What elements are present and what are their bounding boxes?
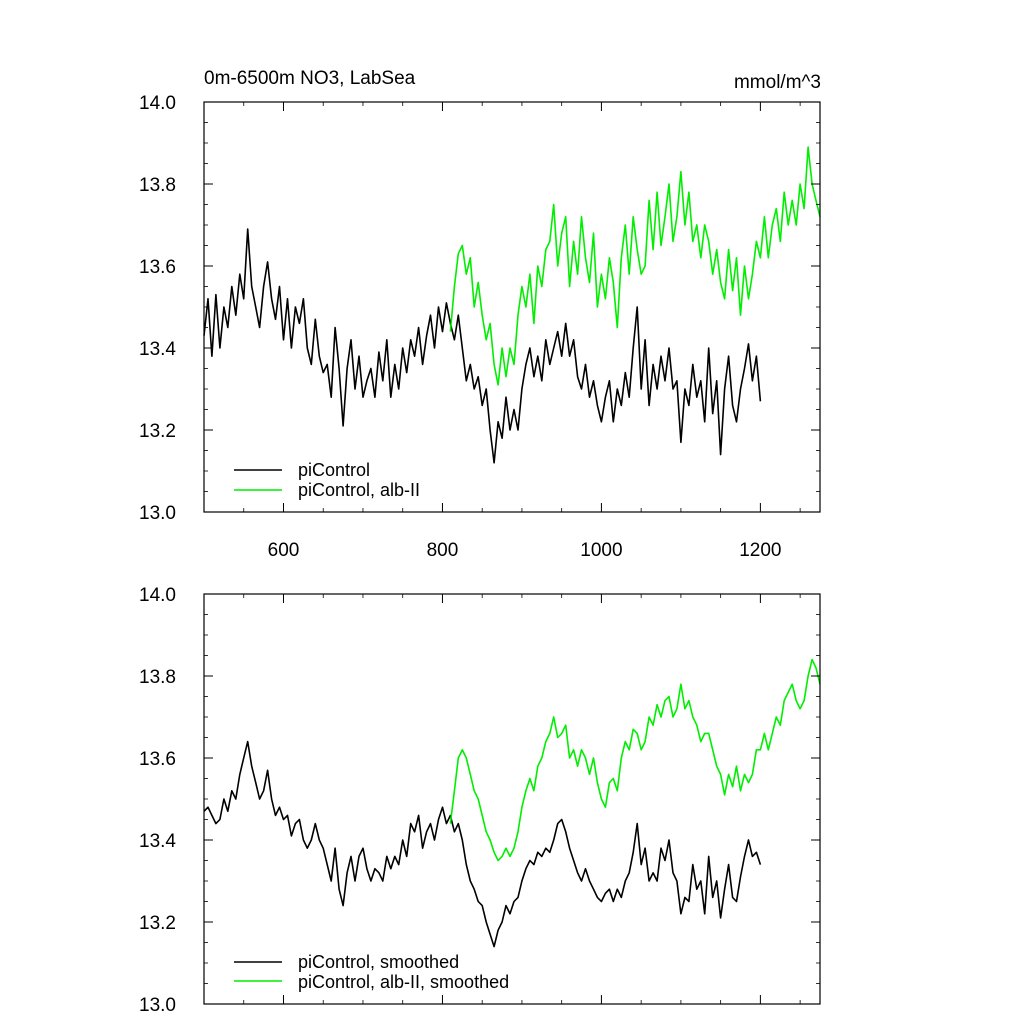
- y-tick-label: 13.2: [139, 913, 176, 934]
- x-tick-label: 800: [427, 540, 459, 561]
- y-tick-label: 14.0: [139, 585, 176, 606]
- y-tick-label: 13.0: [139, 503, 176, 524]
- y-tick-label: 13.8: [139, 667, 176, 688]
- y-tick-label: 13.4: [139, 831, 176, 852]
- legend-label-picontrol: piControl: [298, 460, 370, 480]
- series-line-0-0: [203, 228, 762, 464]
- top-panel: 0m-6500m NO3, LabSea mmol/m^3 13.013.213…: [139, 68, 821, 561]
- legend-label-picontrol-alb-ii: piControl, alb-II: [298, 480, 420, 500]
- top-series-layer: [203, 146, 821, 464]
- x-tick-label: 1200: [739, 540, 781, 561]
- bottom-series-layer: [203, 658, 821, 948]
- units-label: mmol/m^3: [734, 72, 821, 93]
- top-legend: piControl piControl, alb-II: [234, 460, 420, 500]
- series-line-1-1: [449, 658, 821, 862]
- series-line-0-1: [449, 146, 821, 386]
- top-plot-frame: [203, 101, 821, 513]
- x-tick-label: 1000: [580, 540, 622, 561]
- y-tick-label: 14.0: [139, 93, 176, 114]
- legend-label-picontrol-smoothed: piControl, smoothed: [298, 952, 459, 972]
- top-ticks-layer: 13.0 13.2 13.4 13.6 13.8 14.0 600 800 1000 1200: [139, 93, 820, 561]
- chart-title: 0m-6500m NO3, LabSea: [204, 68, 416, 89]
- y-tick-label: 13.6: [139, 257, 176, 278]
- x-tick-label: 600: [268, 540, 300, 561]
- legend-label-picontrol-alb-ii-smoothed: piControl, alb-II, smoothed: [298, 972, 509, 992]
- bottom-panel: 13.0 13.2 13.4 13.6 13.8 14.0 piControl, smoo…: [139, 585, 821, 1016]
- y-tick-label: 13.8: [139, 175, 176, 196]
- bottom-plot-frame: [203, 593, 821, 1005]
- y-tick-label: 13.2: [139, 421, 176, 442]
- bottom-legend: piControl, smoothed piControl, alb-II, s…: [234, 952, 509, 992]
- bottom-ticks-layer: 13.0 13.2 13.4 13.6 13.8 14.0: [139, 585, 820, 1016]
- series-line-1-0: [203, 740, 762, 948]
- y-tick-label: 13.4: [139, 339, 176, 360]
- y-tick-label: 13.6: [139, 749, 176, 770]
- y-tick-label: 13.0: [139, 995, 176, 1016]
